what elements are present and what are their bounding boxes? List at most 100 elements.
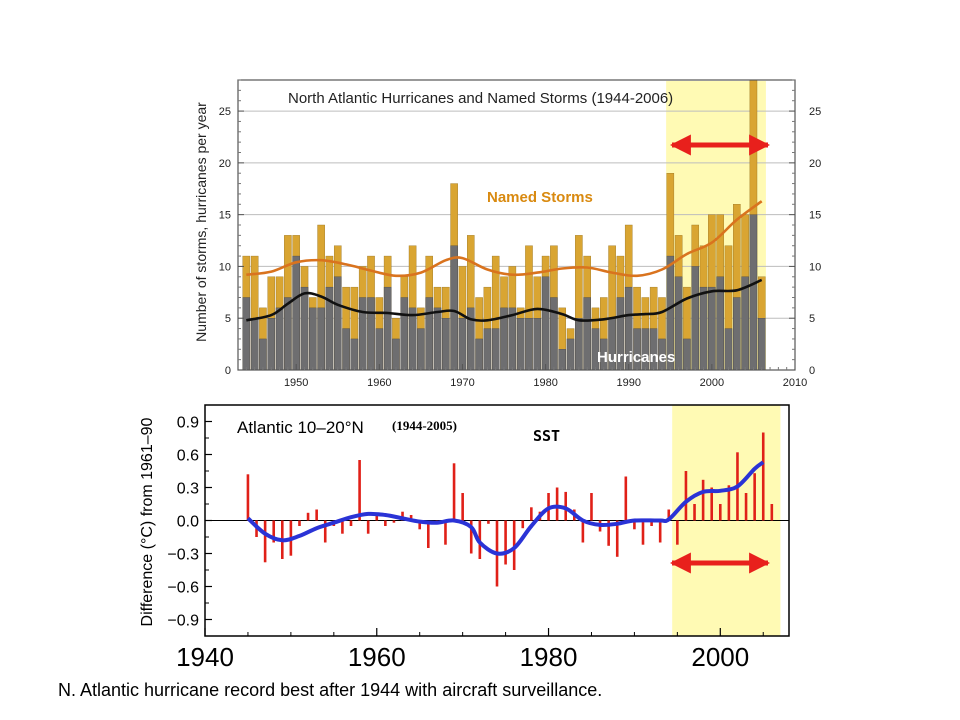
- hurricanes-bar: [383, 286, 392, 371]
- sst-anomaly-bar: [633, 520, 636, 530]
- hurricanes-bar: [583, 297, 591, 371]
- hurricanes-bar: [575, 318, 583, 371]
- sst-anomaly-bar: [366, 520, 370, 534]
- sst-anomaly-bar: [658, 520, 662, 543]
- sst-anomaly-bar: [727, 485, 731, 521]
- slide-caption: N. Atlantic hurricane record best after …: [58, 680, 603, 700]
- hurricanes-bar: [442, 318, 450, 371]
- sst-anomaly-bar: [564, 491, 568, 521]
- sst-ytick: 0.0: [177, 514, 199, 531]
- hurricanes-bar: [375, 328, 384, 371]
- sst-anomaly-bar: [306, 512, 310, 521]
- sst-trend-line: [246, 460, 765, 556]
- sst-anomaly-bar: [375, 515, 379, 521]
- storms-ytick-right: 0: [809, 365, 815, 377]
- sst-anomaly-bar: [641, 520, 645, 545]
- storms-bars: [242, 79, 766, 371]
- hurricanes-bar: [284, 297, 292, 371]
- sst-ytick: −0.6: [167, 580, 199, 597]
- storms-ytick-right: 15: [809, 210, 821, 222]
- sst-anomaly-bar: [770, 504, 774, 521]
- hurricanes-bar: [508, 307, 517, 371]
- sst-anomaly-bar: [246, 474, 250, 521]
- sst-xtick: 2000: [691, 642, 749, 672]
- hurricanes-bar: [425, 297, 433, 371]
- storms-ytick-left: 15: [219, 210, 231, 222]
- sst-anomaly-bar: [744, 493, 748, 521]
- hurricanes-bar: [292, 255, 300, 371]
- hurricanes-bar: [708, 286, 716, 371]
- hurricanes-bar: [417, 328, 425, 371]
- hurricanes-bar: [699, 286, 708, 371]
- hurricanes-bar: [741, 276, 749, 371]
- sst-anomaly-bar: [409, 515, 413, 521]
- sst-anomaly-bar: [512, 520, 516, 570]
- hurricanes-bar: [400, 297, 409, 371]
- hurricanes-bar: [350, 338, 359, 371]
- hurricanes-bar: [450, 245, 458, 371]
- hurricanes-bar: [691, 266, 700, 371]
- storms-title: North Atlantic Hurricanes and Named Stor…: [288, 90, 673, 107]
- sst-anomaly-bar: [581, 520, 585, 543]
- hurricanes-label: Hurricanes: [597, 349, 675, 366]
- hurricanes-bar: [317, 307, 325, 371]
- hurricanes-bar: [724, 328, 733, 371]
- hurricanes-bar: [250, 318, 259, 371]
- sst-anomaly-bar: [418, 520, 422, 530]
- sst-xtick: 1980: [520, 642, 578, 672]
- sst-anomaly-bar: [487, 520, 490, 524]
- sst-anomaly-bar: [272, 520, 276, 543]
- hurricanes-bar: [392, 338, 400, 371]
- hurricanes-bar: [516, 318, 525, 371]
- sst-anomaly-bar: [358, 460, 361, 521]
- hurricanes-bar: [300, 286, 309, 371]
- hurricanes-bar: [674, 276, 683, 371]
- hurricanes-bar: [309, 307, 317, 371]
- sst-anomaly-bar: [461, 493, 464, 521]
- sst-ytick: −0.3: [167, 547, 199, 564]
- sst-ytick: 0.9: [177, 415, 199, 432]
- sst-anomaly-bar: [392, 520, 396, 523]
- hurricanes-bar: [533, 318, 542, 371]
- hurricanes-bar: [541, 276, 550, 371]
- hurricanes-bar: [483, 328, 492, 371]
- storms-xtick: 1990: [616, 377, 640, 389]
- hurricanes-bar: [558, 349, 566, 371]
- sst-anomaly-bar: [753, 473, 756, 521]
- sst-label: SST: [533, 427, 560, 445]
- storms-ytick-left: 10: [219, 261, 231, 273]
- sst-anomaly-bar: [701, 479, 705, 521]
- storms-axes: 0 0 5 5 10 10 15 15 20 20 25 25 1950 1960 1970 1980 1990…: [219, 79, 821, 389]
- sst-title: Atlantic 10–20°N: [237, 418, 364, 437]
- hurricanes-bar: [267, 318, 276, 371]
- sst-subtitle: (1944-2005): [392, 418, 457, 433]
- sst-ytick: 0.3: [177, 481, 199, 498]
- sst-anomaly-bar: [650, 520, 653, 526]
- hurricanes-bar: [342, 328, 350, 371]
- sst-anomaly-bar: [426, 520, 430, 548]
- sst-chart: −0.9 −0.6 −0.3 0.0 0.3 0.6 0.9 1940 1960 1980 2000…: [139, 404, 790, 672]
- sst-anomaly-bar: [761, 432, 765, 521]
- storms-xtick: 2010: [783, 377, 807, 389]
- sst-xtick: 1940: [176, 642, 234, 672]
- storms-xtick: 1980: [533, 377, 557, 389]
- hurricanes-bar: [757, 318, 766, 371]
- storms-ytick-right: 5: [809, 313, 815, 325]
- storms-xtick: 1970: [450, 377, 474, 389]
- hurricanes-bar: [333, 276, 342, 371]
- hurricanes-bar: [259, 338, 267, 371]
- storms-ytick-left: 25: [219, 106, 231, 118]
- sst-anomaly-bar: [684, 471, 688, 521]
- storms-ytick-right: 20: [809, 158, 821, 170]
- sst-xtick: 1960: [348, 642, 406, 672]
- hurricanes-bar: [408, 307, 417, 371]
- hurricanes-bar: [275, 307, 284, 371]
- sst-anomaly-bar: [349, 520, 353, 526]
- hurricanes-bar: [683, 338, 691, 371]
- storms-ytick-left: 0: [225, 365, 231, 377]
- sst-anomaly-bar: [676, 520, 679, 545]
- hurricanes-trend-line: [246, 278, 763, 322]
- hurricanes-bar: [358, 297, 367, 371]
- hurricanes-bar: [242, 297, 251, 371]
- sst-anomaly-bar: [693, 504, 696, 521]
